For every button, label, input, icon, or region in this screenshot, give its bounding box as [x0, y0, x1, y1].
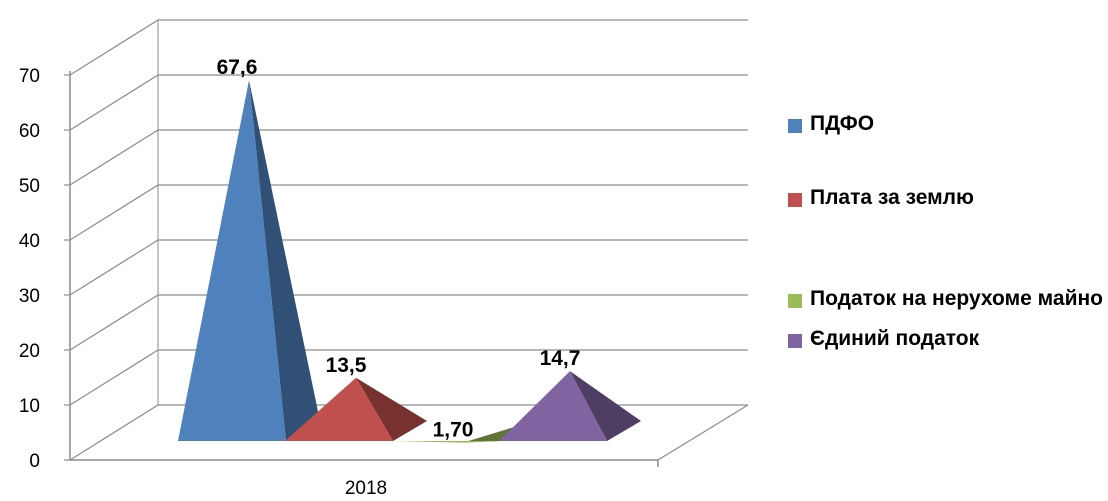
y-tick-label: 30 [19, 286, 40, 307]
y-tick-label: 70 [19, 66, 40, 87]
data-label: 14,7 [540, 347, 581, 370]
chart-walls [157, 20, 749, 461]
data-label: 67,6 [217, 56, 258, 79]
legend-swatch [788, 294, 802, 308]
gridline [69, 129, 748, 186]
legend-item-land-fee: Плата за землю [788, 184, 1108, 211]
gridline [69, 349, 748, 406]
bar-side-face [570, 371, 641, 441]
gridlines [69, 19, 748, 461]
bar [178, 80, 320, 441]
data-labels: 67,6 13,5 1,70 14,7 [217, 56, 581, 441]
y-tick-label: 0 [29, 451, 40, 472]
legend-item-single-tax: Єдиний податок [788, 325, 1108, 352]
legend-label: Податок на нерухоме майно [810, 287, 1103, 310]
x-tick-label: 2018 [345, 478, 387, 499]
bar-front-face [499, 371, 607, 441]
legend: ПДФО Плата за землю Податок на нерухоме … [788, 110, 1108, 350]
data-label: 1,70 [433, 419, 474, 442]
legend-swatch [788, 334, 802, 348]
y-axis: 0 10 20 30 40 50 60 70 [19, 66, 659, 472]
legend-item-property-tax: Податок на нерухоме майно [788, 285, 1108, 312]
legend-swatch [788, 119, 802, 133]
legend-item-pdfo: ПДФО [788, 110, 1108, 137]
gridline [69, 294, 748, 351]
bar-side-face [356, 377, 427, 441]
bar [499, 371, 641, 441]
gridline [69, 19, 748, 76]
data-label: 13,5 [326, 354, 367, 377]
y-tick-label: 50 [19, 176, 40, 197]
bar-front-face [392, 441, 500, 443]
gridline [69, 184, 748, 241]
y-tick-label: 20 [19, 341, 40, 362]
legend-swatch [788, 193, 802, 207]
y-tick-label: 60 [19, 121, 40, 142]
legend-label: Єдиний податок [810, 327, 980, 350]
bar-side-face [249, 80, 320, 441]
gridline [69, 239, 748, 296]
bar-front-face [285, 377, 393, 441]
plot-area [178, 80, 641, 443]
legend-label: Плата за землю [810, 186, 974, 209]
y-tick-label: 10 [19, 396, 40, 417]
bar-front-face [178, 80, 286, 441]
y-tick-label: 40 [19, 231, 40, 252]
bar [285, 377, 427, 441]
floor-right-edge [657, 404, 749, 461]
gridline [69, 74, 748, 131]
legend-label: ПДФО [810, 112, 875, 135]
